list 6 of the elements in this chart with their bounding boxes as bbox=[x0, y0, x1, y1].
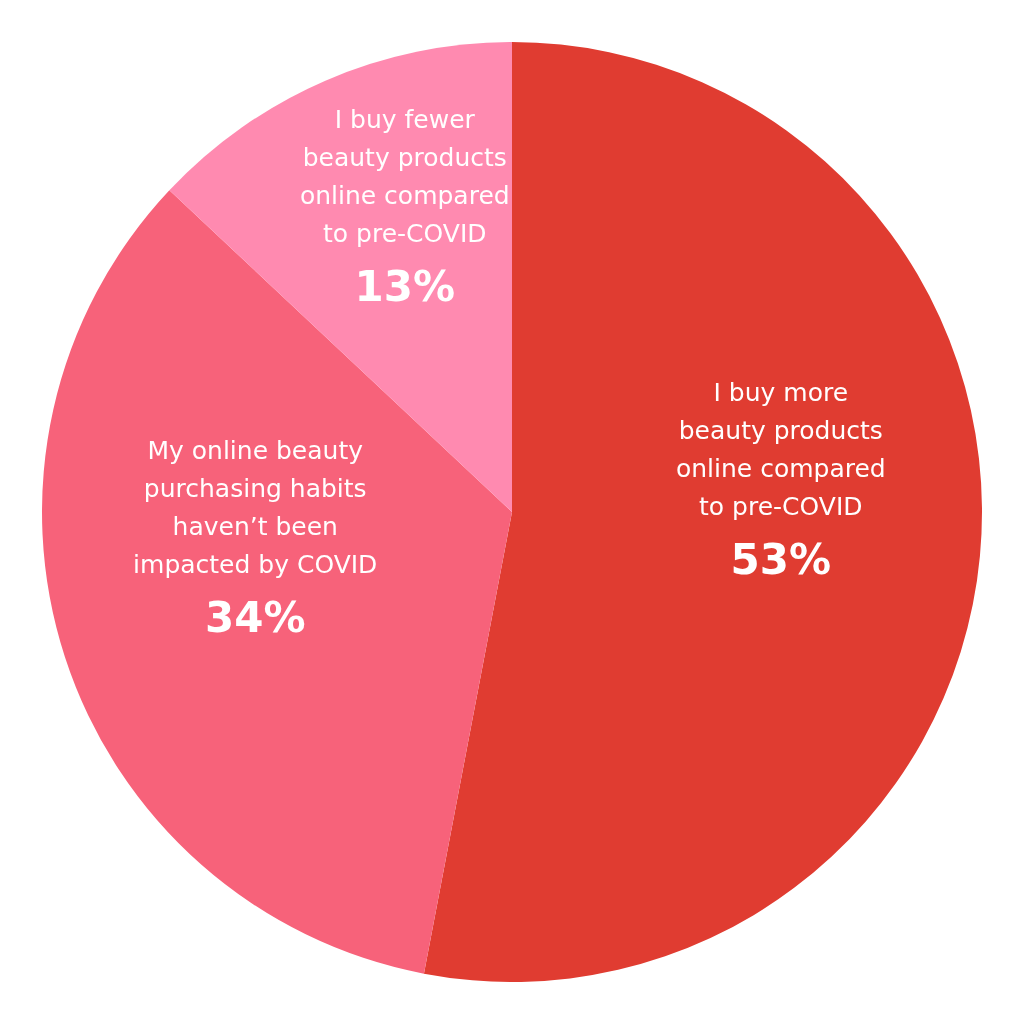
data-label: 13% bbox=[354, 262, 456, 312]
slice-label: My online beauty purchasing habits haven’t been impacted by COVID bbox=[133, 436, 378, 580]
slice-label: I buy fewer beauty products online compared to pre-COVID bbox=[299, 105, 510, 249]
data-label: 53% bbox=[730, 535, 832, 585]
data-label: 34% bbox=[204, 593, 306, 643]
slice-label: I buy more beauty products online compared to pre-COVID bbox=[675, 378, 886, 522]
